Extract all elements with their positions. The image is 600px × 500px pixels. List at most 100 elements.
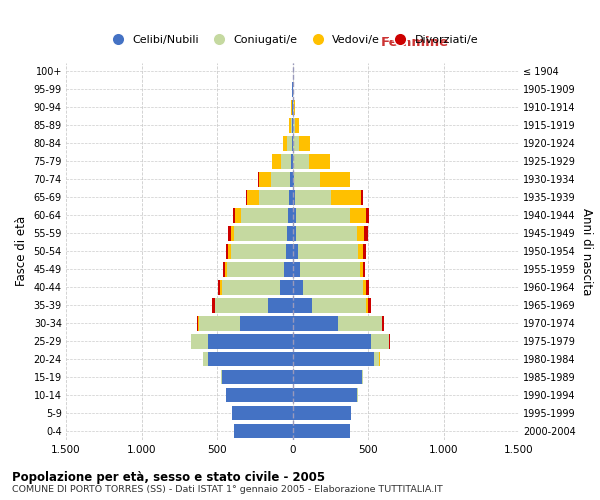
Bar xyxy=(290,172,293,186)
Bar xyxy=(230,244,286,258)
Bar xyxy=(389,334,390,348)
Bar xyxy=(208,334,293,348)
Bar xyxy=(366,280,369,294)
Bar xyxy=(247,190,259,204)
Bar xyxy=(296,208,350,222)
Bar xyxy=(361,190,363,204)
Bar xyxy=(293,352,374,366)
Bar xyxy=(226,244,229,258)
Bar xyxy=(303,280,364,294)
Bar xyxy=(288,208,293,222)
Bar xyxy=(292,136,293,151)
Bar xyxy=(293,334,371,348)
Bar xyxy=(298,244,358,258)
Bar xyxy=(287,136,292,151)
Bar xyxy=(293,100,294,115)
Bar xyxy=(229,244,230,258)
Bar xyxy=(367,208,369,222)
Bar xyxy=(364,226,368,240)
Bar xyxy=(284,262,293,276)
Bar xyxy=(235,208,241,222)
Legend: Celibi/Nubili, Coniugati/e, Vedovi/e, Divorziati/e: Celibi/Nubili, Coniugati/e, Vedovi/e, Di… xyxy=(103,30,482,49)
Bar xyxy=(367,298,368,312)
Bar xyxy=(308,154,329,168)
Bar xyxy=(338,316,382,330)
Bar xyxy=(289,190,293,204)
Bar xyxy=(291,154,293,168)
Bar xyxy=(246,190,247,204)
Text: Popolazione per età, sesso e stato civile - 2005: Popolazione per età, sesso e stato civil… xyxy=(12,472,325,484)
Bar xyxy=(280,280,293,294)
Bar xyxy=(215,298,268,312)
Bar xyxy=(259,190,289,204)
Bar xyxy=(299,136,310,151)
Bar xyxy=(295,190,331,204)
Bar xyxy=(293,118,295,133)
Bar xyxy=(233,208,235,222)
Bar xyxy=(363,262,365,276)
Bar xyxy=(293,298,312,312)
Bar xyxy=(371,334,389,348)
Bar xyxy=(197,316,199,330)
Text: COMUNE DI PORTO TORRES (SS) - Dati ISTAT 1° gennaio 2005 - Elaborazione TUTTITAL: COMUNE DI PORTO TORRES (SS) - Dati ISTAT… xyxy=(12,485,443,494)
Bar xyxy=(356,226,364,240)
Bar xyxy=(232,226,235,240)
Bar xyxy=(281,154,291,168)
Bar xyxy=(293,154,308,168)
Bar xyxy=(293,190,295,204)
Bar xyxy=(359,262,363,276)
Y-axis label: Fasce di età: Fasce di età xyxy=(15,216,28,286)
Bar xyxy=(283,136,287,151)
Bar xyxy=(271,172,290,186)
Bar xyxy=(223,262,226,276)
Bar xyxy=(191,334,208,348)
Bar xyxy=(293,424,350,438)
Bar xyxy=(293,226,296,240)
Bar xyxy=(293,262,300,276)
Bar xyxy=(229,226,232,240)
Bar xyxy=(382,316,384,330)
Bar xyxy=(293,208,296,222)
Bar xyxy=(232,406,293,420)
Bar xyxy=(300,262,359,276)
Bar xyxy=(226,262,227,276)
Bar xyxy=(364,280,366,294)
Bar xyxy=(272,154,281,168)
Bar xyxy=(296,226,356,240)
Bar xyxy=(293,244,298,258)
Bar xyxy=(221,280,280,294)
Bar xyxy=(221,370,293,384)
Bar xyxy=(362,370,363,384)
Bar xyxy=(199,316,239,330)
Bar xyxy=(286,244,293,258)
Bar xyxy=(294,172,320,186)
Bar xyxy=(235,226,287,240)
Bar xyxy=(293,388,358,402)
Bar xyxy=(293,280,303,294)
Bar xyxy=(218,280,220,294)
Text: Femmine: Femmine xyxy=(381,36,449,50)
Bar xyxy=(363,244,366,258)
Bar xyxy=(212,298,215,312)
Bar xyxy=(295,118,299,133)
Bar xyxy=(312,298,367,312)
Bar xyxy=(259,172,271,186)
Bar xyxy=(227,262,284,276)
Bar xyxy=(358,244,363,258)
Bar xyxy=(331,190,361,204)
Y-axis label: Anni di nascita: Anni di nascita xyxy=(580,208,593,295)
Bar xyxy=(293,370,362,384)
Bar xyxy=(320,172,350,186)
Bar xyxy=(208,352,293,366)
Bar xyxy=(239,316,293,330)
Bar xyxy=(290,118,292,133)
Bar xyxy=(374,352,379,366)
Bar xyxy=(241,208,288,222)
Bar xyxy=(293,172,294,186)
Bar xyxy=(233,424,293,438)
Bar xyxy=(220,280,221,294)
Bar xyxy=(293,136,299,151)
Bar xyxy=(294,100,295,115)
Bar xyxy=(226,388,293,402)
Bar xyxy=(350,208,367,222)
